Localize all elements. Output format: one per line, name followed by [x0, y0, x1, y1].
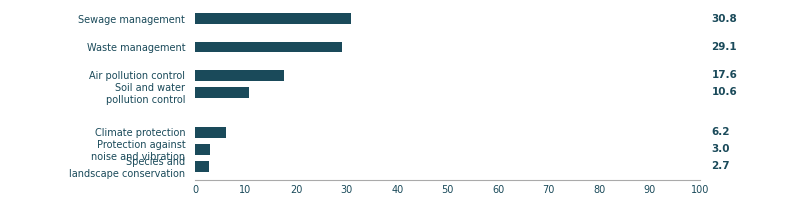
- Bar: [195, 42, 342, 52]
- Bar: [195, 13, 351, 24]
- Text: 6.2: 6.2: [712, 127, 730, 137]
- Text: 30.8: 30.8: [712, 14, 737, 24]
- Bar: [195, 144, 210, 155]
- Text: 2.7: 2.7: [712, 161, 730, 171]
- Bar: [195, 70, 284, 81]
- Text: 29.1: 29.1: [712, 42, 737, 52]
- Text: 10.6: 10.6: [712, 87, 737, 97]
- Bar: [195, 161, 209, 172]
- Bar: [195, 87, 248, 98]
- Text: 17.6: 17.6: [712, 70, 737, 80]
- Text: 3.0: 3.0: [712, 144, 730, 154]
- Bar: [195, 127, 226, 138]
